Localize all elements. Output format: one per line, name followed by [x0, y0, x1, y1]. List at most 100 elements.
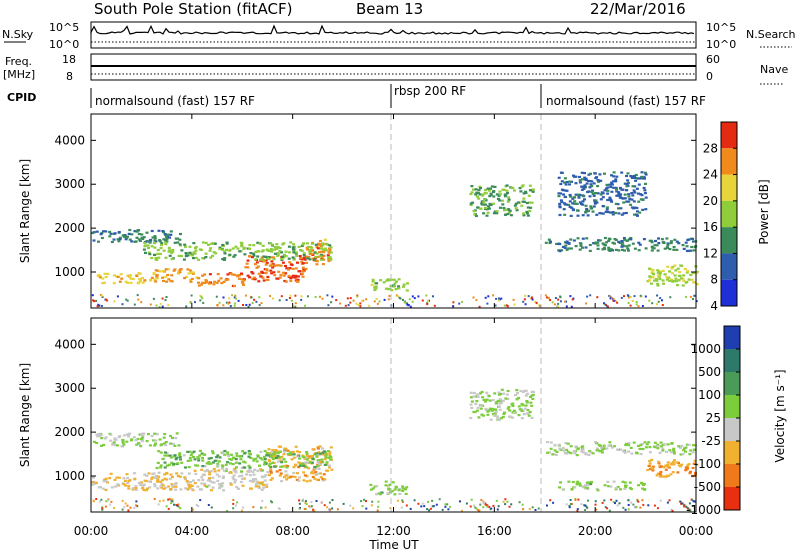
- range-cell: [475, 299, 478, 302]
- range-cell: [211, 461, 215, 464]
- range-cell: [314, 256, 318, 259]
- range-cell: [117, 231, 121, 234]
- range-cell: [138, 279, 142, 282]
- range-cell: [331, 507, 334, 510]
- range-cell: [292, 471, 296, 475]
- range-cell: [569, 238, 573, 241]
- range-cell: [587, 453, 591, 456]
- range-cell: [485, 208, 489, 211]
- range-cell: [361, 299, 364, 302]
- range-cell: [191, 479, 195, 482]
- range-cell: [241, 484, 245, 487]
- range-cell: [280, 455, 284, 458]
- range-cell: [658, 472, 662, 475]
- range-cell: [229, 272, 233, 275]
- range-cell: [417, 502, 420, 505]
- range-cell: [647, 279, 651, 282]
- range-cell: [294, 294, 297, 297]
- range-cell: [255, 261, 259, 264]
- range-cell: [580, 503, 583, 506]
- range-cell: [156, 487, 160, 490]
- range-cell: [559, 182, 563, 186]
- range-cell: [153, 476, 157, 479]
- range-cell: [690, 245, 694, 249]
- range-cell: [269, 455, 273, 458]
- range-cell: [130, 439, 133, 442]
- range-cell: [585, 486, 589, 489]
- range-cell: [192, 455, 195, 459]
- range-cell: [614, 186, 618, 189]
- range-cell: [223, 252, 227, 255]
- range-cell: [670, 442, 674, 445]
- xtick-label: 12:00: [376, 524, 411, 538]
- range-cell: [175, 472, 179, 475]
- range-cell: [641, 447, 645, 451]
- range-cell: [285, 478, 289, 481]
- range-cell: [637, 305, 640, 308]
- range-cell: [506, 389, 510, 393]
- range-cell: [302, 252, 306, 255]
- range-cell: [321, 297, 324, 300]
- range-cell: [325, 242, 328, 245]
- range-cell: [375, 493, 378, 496]
- range-cell: [492, 195, 496, 198]
- range-cell: [680, 264, 684, 267]
- range-cell: [298, 476, 301, 479]
- range-cell: [193, 458, 197, 461]
- range-cell: [573, 202, 577, 205]
- range-cell: [285, 299, 288, 301]
- range-cell: [606, 480, 610, 483]
- range-cell: [631, 299, 634, 302]
- range-cell: [222, 469, 226, 472]
- time-axis: 00:00 04:00 08:00 12:00 16:00 20:00 00:00: [74, 114, 713, 538]
- range-cell: [637, 500, 640, 503]
- range-cell: [627, 499, 630, 502]
- range-cell: [159, 485, 163, 488]
- range-cell: [149, 279, 153, 282]
- range-cell: [426, 508, 429, 511]
- range-cell: [656, 249, 660, 252]
- range-cell: [184, 252, 188, 255]
- range-cell: [279, 465, 283, 468]
- range-cell: [112, 441, 116, 444]
- range-cell: [528, 508, 531, 510]
- range-cell: [588, 481, 592, 484]
- range-cell: [123, 479, 127, 482]
- range-cell: [322, 251, 326, 254]
- range-cell: [495, 401, 499, 404]
- range-cell: [136, 437, 140, 441]
- range-cell: [286, 452, 290, 456]
- range-cell: [107, 498, 110, 501]
- range-cell: [693, 448, 697, 451]
- range-cell: [295, 478, 299, 481]
- range-cell: [654, 278, 658, 281]
- range-cell: [163, 433, 167, 436]
- colorbar-tick-label: 12: [703, 246, 718, 260]
- range-cell: [531, 190, 535, 193]
- range-cell: [438, 498, 441, 501]
- range-cell: [148, 241, 152, 244]
- range-cell: [375, 282, 379, 285]
- range-cell: [479, 503, 482, 506]
- range-cell: [666, 278, 669, 281]
- range-cell: [234, 458, 238, 461]
- range-cell: [513, 189, 516, 192]
- range-cell: [289, 475, 293, 478]
- range-cell: [617, 249, 621, 252]
- range-cell: [666, 461, 670, 464]
- range-cell: [306, 257, 310, 260]
- range-cell: [247, 455, 251, 458]
- range-cell: [473, 213, 477, 216]
- range-cell: [258, 464, 261, 467]
- range-cell: [310, 461, 314, 464]
- range-cell: [611, 213, 615, 216]
- range-cell: [614, 248, 618, 251]
- range-cell: [578, 179, 582, 182]
- range-cell: [476, 206, 480, 209]
- range-cell: [666, 465, 670, 468]
- range-cell: [142, 248, 146, 251]
- range-cell: [113, 232, 117, 235]
- range-cell: [204, 256, 208, 259]
- range-cell: [327, 456, 331, 459]
- range-cell: [298, 499, 301, 502]
